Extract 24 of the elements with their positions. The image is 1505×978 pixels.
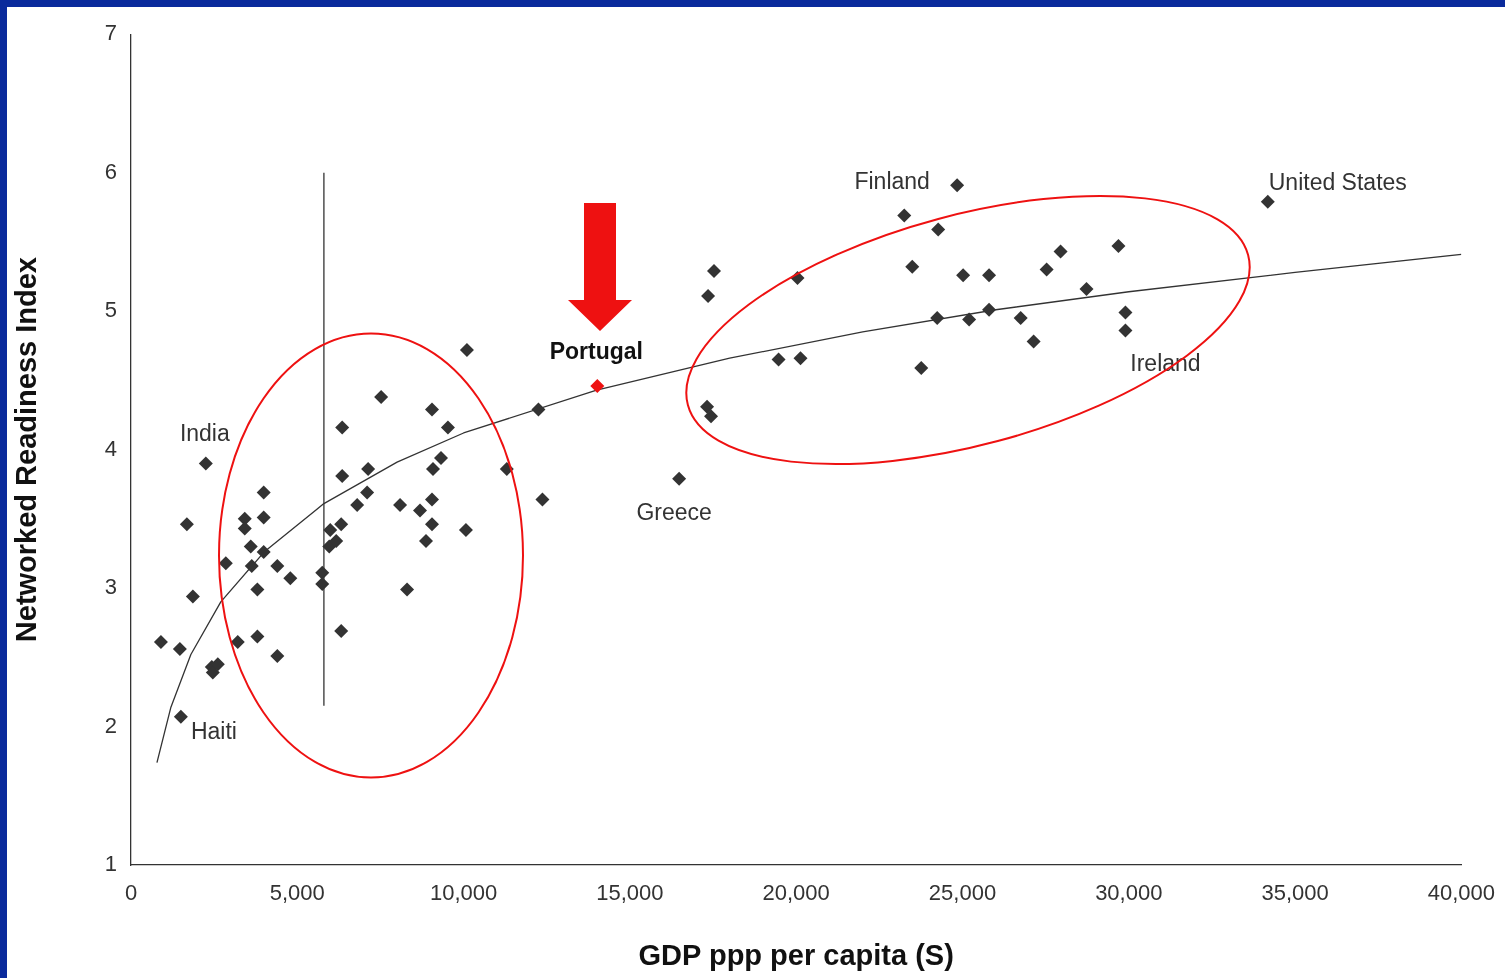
x-tick-label: 20,000 [762,880,830,906]
y-tick-label: 5 [104,297,117,323]
x-tick-label: 30,000 [1095,880,1163,906]
annotation: Finland [854,168,930,195]
annotation: Greece [636,499,712,526]
x-tick-label: 5,000 [269,880,325,906]
annotation: Haiti [190,718,237,745]
x-axis-title: GDP ppp per capita (S) [638,938,954,971]
annotation: Portugal [549,338,643,365]
y-tick-label: 7 [104,20,117,46]
y-tick-label: 2 [104,712,117,738]
y-axis-title: Networked Readiness Index [10,257,43,643]
x-tick-label: 25,000 [928,880,997,906]
x-tick-label: 10,000 [429,880,498,906]
x-tick-label: 35,000 [1261,880,1329,906]
x-tick-label: 40,000 [1427,880,1495,906]
y-tick-label: 6 [104,158,117,184]
annotation: India [179,419,230,446]
y-tick-label: 3 [104,574,117,600]
x-tick-label: 15,000 [596,880,664,906]
y-tick-label: 1 [104,851,117,877]
y-tick-label: 4 [104,435,117,461]
annotation: United States [1268,169,1407,196]
x-tick-label: 0 [124,880,138,906]
